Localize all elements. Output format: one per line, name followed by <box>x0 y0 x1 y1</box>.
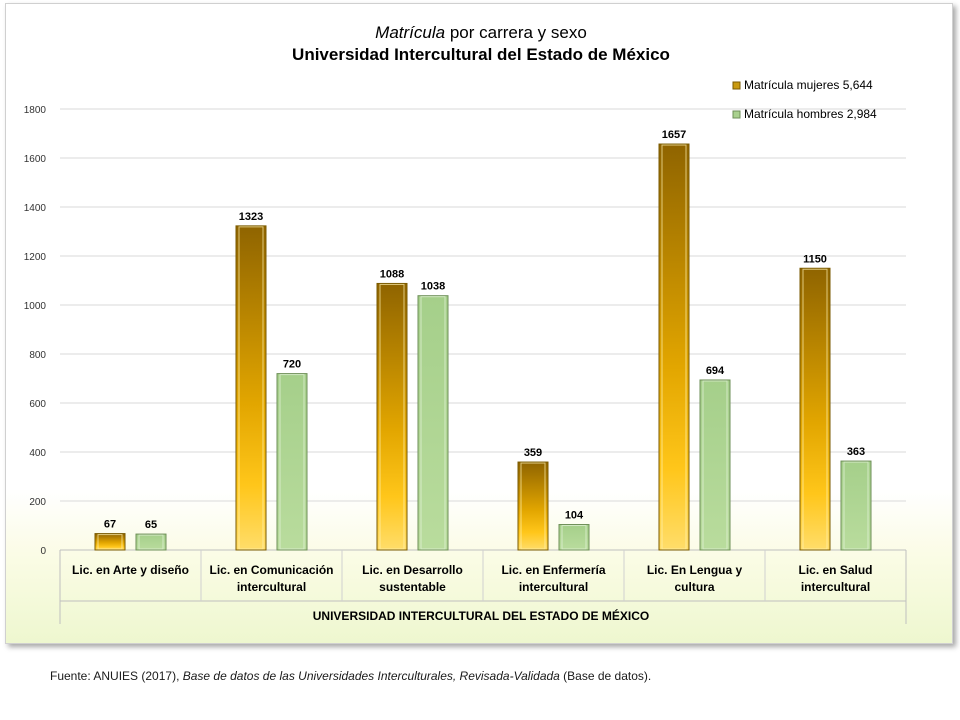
source-suffix: (Base de datos). <box>559 669 652 683</box>
bar-bevel <box>661 144 687 550</box>
x-tick-label: cultura <box>674 580 714 594</box>
bar-bevel <box>561 525 587 550</box>
bar-hombres <box>840 460 872 551</box>
x-tick-label: Lic. en Enfermería <box>501 563 605 577</box>
bar-bevel <box>97 534 123 550</box>
x-tick-label: Lic. en Desarrollo <box>362 563 463 577</box>
bar-bevel <box>843 461 869 550</box>
legend-label: Matrícula mujeres 5,644 <box>744 78 873 92</box>
data-label: 1150 <box>803 253 827 265</box>
data-label: 720 <box>283 359 301 371</box>
data-label: 67 <box>104 519 116 531</box>
legend-swatch <box>732 110 741 119</box>
bar-hombres <box>558 524 590 551</box>
chart-frame: Matrícula por carrera y sexo Universidad… <box>5 3 953 644</box>
data-label: 104 <box>565 510 584 522</box>
source-note: Fuente: ANUIES (2017), Base de datos de … <box>50 669 651 683</box>
y-tick-label: 400 <box>29 448 46 459</box>
bar-mujeres <box>376 282 408 551</box>
bar-mujeres <box>799 267 831 551</box>
bar-bevel <box>138 534 164 550</box>
legend-label: Matrícula hombres 2,984 <box>744 107 877 121</box>
data-label: 1657 <box>662 129 686 141</box>
bar-hombres <box>699 379 731 551</box>
bar-mujeres <box>94 533 126 551</box>
data-label: 65 <box>145 519 157 531</box>
bar-bevel <box>420 296 446 550</box>
x-tick-label: Lic. en Comunicación <box>209 563 333 577</box>
data-label: 363 <box>847 446 865 458</box>
bar-mujeres <box>517 461 549 551</box>
x-tick-label: intercultural <box>519 580 588 594</box>
y-tick-label: 1000 <box>24 301 47 312</box>
source-prefix: Fuente: ANUIES (2017), <box>50 669 183 683</box>
x-tick-label: sustentable <box>379 580 446 594</box>
legend-swatch <box>732 81 741 90</box>
bar-hombres <box>417 295 449 551</box>
bar-bevel <box>520 462 546 550</box>
x-tick-label: intercultural <box>801 580 870 594</box>
bar-bevel <box>279 374 305 550</box>
data-label: 1088 <box>380 268 404 280</box>
x-tick-label: Lic. en Salud <box>798 563 872 577</box>
bar-bevel <box>238 226 264 550</box>
bar-mujeres <box>658 143 690 551</box>
data-label: 359 <box>524 447 542 459</box>
x-tick-label: Lic. en Arte y diseño <box>72 563 189 577</box>
chart-title: Matrícula por carrera y sexo <box>375 23 587 42</box>
data-label: 694 <box>706 365 725 377</box>
y-tick-label: 0 <box>40 546 46 557</box>
y-tick-label: 1200 <box>24 252 47 263</box>
y-tick-label: 800 <box>29 350 46 361</box>
bar-hombres <box>135 533 167 551</box>
bar-hombres <box>276 373 308 551</box>
chart-subtitle: Universidad Intercultural del Estado de … <box>292 45 670 64</box>
source-title: Base de datos de las Universidades Inter… <box>182 669 560 683</box>
y-tick-label: 1600 <box>24 154 47 165</box>
bar-mujeres <box>235 225 267 551</box>
y-tick-label: 1800 <box>24 105 47 116</box>
bar-bevel <box>802 268 828 550</box>
y-tick-label: 600 <box>29 399 46 410</box>
bar-chart: Matrícula por carrera y sexo Universidad… <box>24 23 907 624</box>
bar-bevel <box>379 283 405 550</box>
x-axis-title: UNIVERSIDAD INTERCULTURAL DEL ESTADO DE … <box>313 608 649 623</box>
data-label: 1323 <box>239 211 263 223</box>
data-label: 1038 <box>421 281 445 293</box>
x-tick-label: Lic. En Lengua y <box>647 563 743 577</box>
y-tick-label: 1400 <box>24 203 47 214</box>
bar-bevel <box>702 380 728 550</box>
y-tick-label: 200 <box>29 497 46 508</box>
x-tick-label: intercultural <box>237 580 306 594</box>
